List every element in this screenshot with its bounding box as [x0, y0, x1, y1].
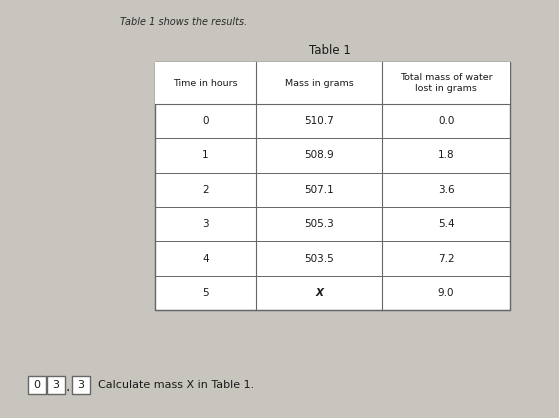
Text: 510.7: 510.7	[304, 116, 334, 126]
Text: Total mass of water
lost in grams: Total mass of water lost in grams	[400, 73, 492, 93]
Text: 2: 2	[202, 185, 209, 195]
Text: 507.1: 507.1	[304, 185, 334, 195]
Text: Time in hours: Time in hours	[173, 79, 238, 87]
Text: 3.6: 3.6	[438, 185, 454, 195]
Text: X: X	[315, 288, 323, 298]
Bar	[47, 376, 65, 394]
Bar	[155, 62, 510, 310]
Text: 3: 3	[53, 380, 59, 390]
Text: 9.0: 9.0	[438, 288, 454, 298]
Text: 5: 5	[202, 288, 209, 298]
Text: 5.4: 5.4	[438, 219, 454, 229]
Text: 1.8: 1.8	[438, 150, 454, 161]
Text: 0: 0	[34, 380, 40, 390]
Text: 0: 0	[202, 116, 209, 126]
Bar	[155, 62, 510, 104]
Text: 3: 3	[78, 380, 84, 390]
Text: .: .	[66, 380, 70, 394]
Text: 505.3: 505.3	[304, 219, 334, 229]
Bar	[28, 376, 46, 394]
Text: 0.0: 0.0	[438, 116, 454, 126]
Text: 7.2: 7.2	[438, 253, 454, 263]
Text: 4: 4	[202, 253, 209, 263]
Text: Calculate mass X in Table 1.: Calculate mass X in Table 1.	[98, 380, 254, 390]
Text: Table 1 shows the results.: Table 1 shows the results.	[120, 17, 247, 27]
Text: 1: 1	[202, 150, 209, 161]
Bar	[72, 376, 90, 394]
Text: Mass in grams: Mass in grams	[285, 79, 353, 87]
Text: 508.9: 508.9	[304, 150, 334, 161]
Text: Table 1: Table 1	[309, 43, 351, 56]
Text: 503.5: 503.5	[304, 253, 334, 263]
Text: 3: 3	[202, 219, 209, 229]
